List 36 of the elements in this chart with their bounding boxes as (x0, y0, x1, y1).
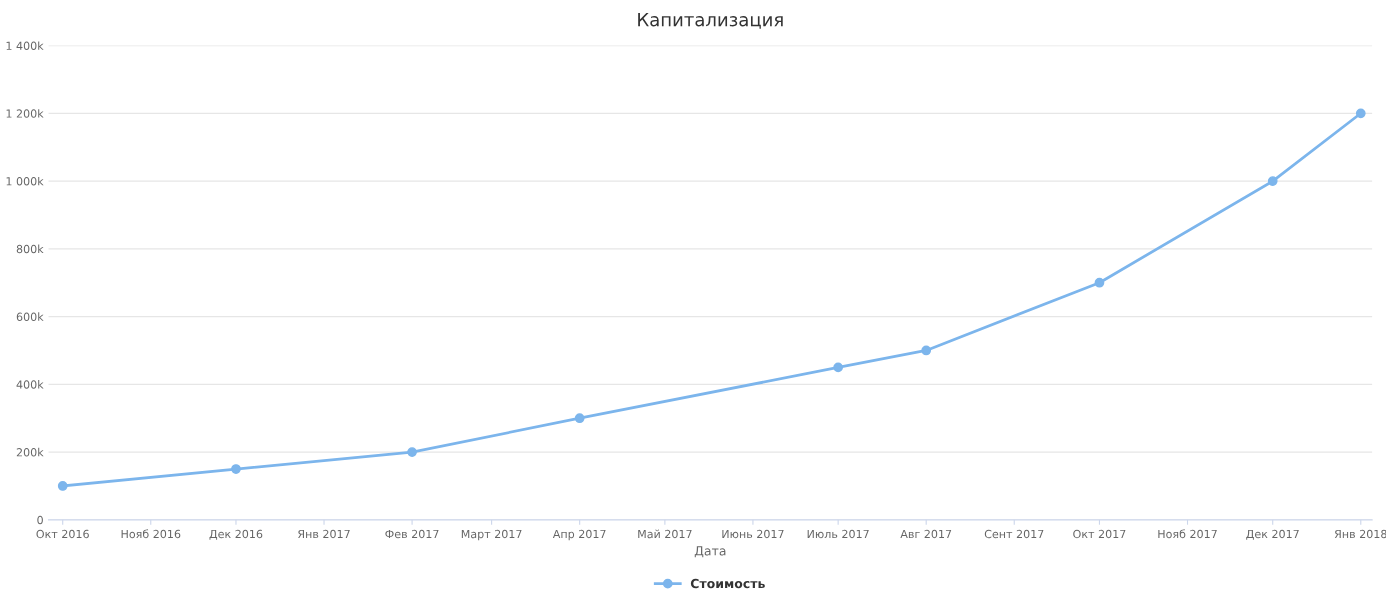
y-tick-label: 1 200k (6, 109, 44, 118)
x-tick-label: Авг 2017 (900, 529, 952, 539)
x-tick-label: Сент 2017 (984, 529, 1044, 539)
point (57, 481, 68, 491)
x-tick-label: Нояб 2017 (1158, 529, 1217, 539)
x-tick-label: Янв 2017 (298, 529, 350, 539)
y-tick-label: 1 000k (6, 176, 44, 186)
x-tick-label: Дек 2016 (209, 529, 263, 540)
y-tick-label: 200k (16, 447, 44, 457)
y-tick-label: 800k (16, 244, 44, 254)
point (407, 447, 417, 457)
point (833, 362, 844, 373)
legend-label: Стоимость (690, 578, 765, 589)
x-tick-label: Июль 2017 (807, 529, 869, 539)
y-tick-label: 600k (16, 312, 44, 321)
x-tick-label: Март 2017 (461, 529, 522, 541)
point (921, 345, 932, 356)
x-tick-label: Июнь 2017 (722, 529, 784, 539)
x-tick-label: Май 2017 (638, 529, 692, 539)
point (1355, 108, 1366, 119)
x-tick-label: Дек 2017 (1246, 529, 1299, 540)
chart-title: Капитализация (638, 12, 783, 29)
x-tick-label: Фев 2017 (385, 529, 439, 539)
x-tick-label: Окт 2016 (36, 529, 89, 539)
x-tick-label: Нояб 2016 (121, 529, 181, 539)
point (231, 464, 241, 474)
point (1267, 176, 1278, 186)
y-tick-label: 1 400k (6, 41, 44, 50)
x-tick-label: Апр 2017 (552, 529, 606, 541)
point (574, 413, 585, 424)
x-axis-title: Дата (694, 546, 726, 558)
y-tick-label: 0 (37, 515, 43, 525)
x-tick-label: Янв 2018 (1334, 529, 1386, 539)
y-tick-label: 400k (16, 380, 44, 389)
x-tick-label: Окт 2017 (1073, 529, 1126, 539)
point (1094, 277, 1105, 288)
